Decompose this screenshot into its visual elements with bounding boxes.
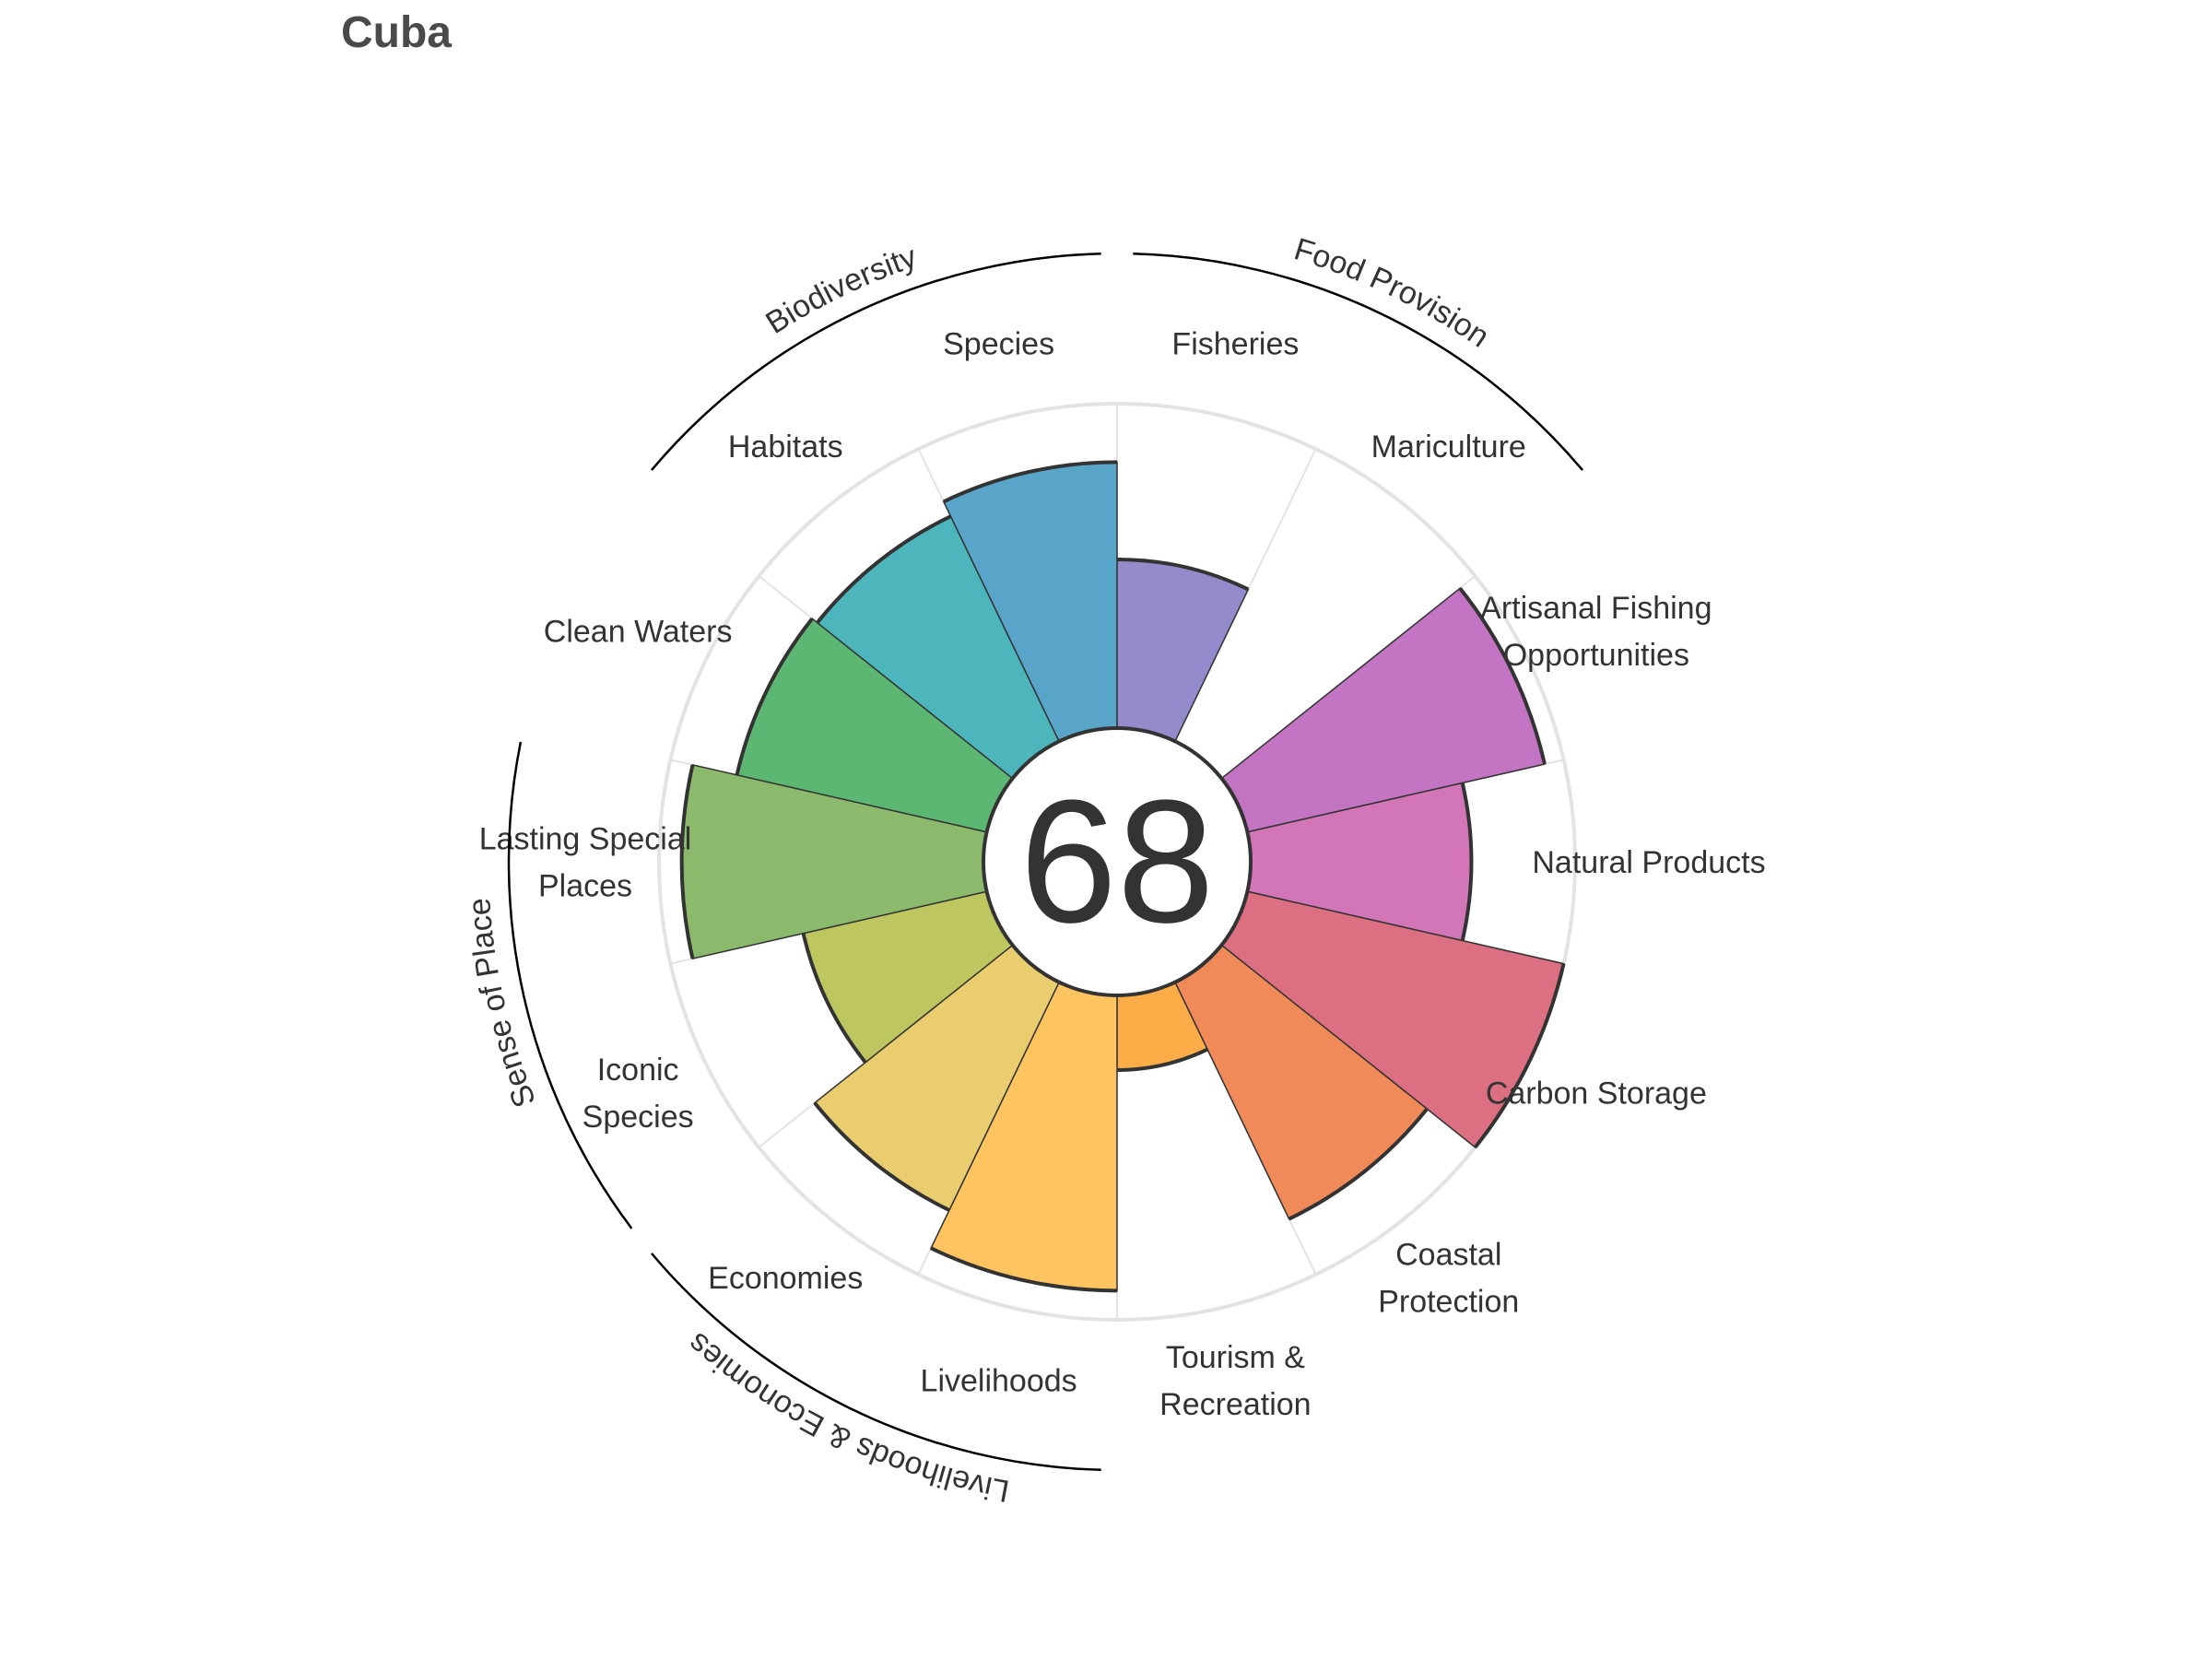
goal-label-tourism-and-recreation: Tourism & Recreation <box>1159 1340 1311 1422</box>
center-score: 68 <box>1019 764 1214 959</box>
group-label-sense: Sense of Place <box>462 897 543 1112</box>
goal-label-fisheries: Fisheries <box>1171 326 1299 361</box>
goal-label-livelihoods: Livelihoods <box>921 1364 1077 1399</box>
group-arc-bio <box>650 252 1101 471</box>
outline-layer <box>679 460 1566 1293</box>
center-circle <box>982 726 1253 997</box>
petal-outline-livelihoods <box>930 1246 1118 1293</box>
group-label-bio: Biodiversity <box>759 239 921 340</box>
goal-label-species: Species <box>943 326 1054 361</box>
label-layer: Fisheries Mariculture Artisanal Fishing Opp… <box>479 326 1766 1422</box>
goal-label-mariculture: Mariculture <box>1371 429 1526 465</box>
group-arc-food <box>1133 252 1584 471</box>
petal-outline-habitats <box>816 514 952 624</box>
petal-outline-carbon-storage <box>1474 963 1566 1149</box>
chart-title: Cuba <box>341 8 452 57</box>
goal-label-lasting-special-places: Lasting Special Places <box>479 822 692 904</box>
group-arc-liveco <box>650 1253 1101 1472</box>
goal-label-iconic-species: Iconic Species <box>582 1053 694 1135</box>
petal-outline-clean-waters <box>735 617 814 776</box>
petal-outline-fisheries <box>1116 557 1250 592</box>
center-layer: 68 <box>982 726 1253 997</box>
petal-outline-coastal-protection <box>1288 1107 1429 1221</box>
goal-label-artisanal-fishing-opportunities: Artisanal Fishing Opportunities <box>1480 591 1712 673</box>
group-label-food: Food Provision <box>1290 231 1496 354</box>
goal-label-habitats: Habitats <box>728 429 843 465</box>
goal-label-economies: Economies <box>708 1261 863 1296</box>
petal-outline-economies <box>813 1101 950 1212</box>
goal-label-carbon-storage: Carbon Storage <box>1486 1076 1707 1111</box>
group-label-liveco: Livelihoods & Economies <box>681 1325 1012 1508</box>
petal-outline-species <box>942 460 1118 504</box>
goal-label-clean-waters: Clean Waters <box>544 615 733 650</box>
petal-outline-lasting-special-places <box>679 764 695 959</box>
group-arc-sense <box>507 741 633 1230</box>
petal-outline-natural-products <box>1460 782 1474 941</box>
petal-outline-iconic-species <box>801 933 867 1064</box>
petal-fisheries <box>1116 559 1250 743</box>
petal-outline-artisanal-fishing-opportunities <box>1458 587 1547 765</box>
goal-label-natural-products: Natural Products <box>1532 845 1765 880</box>
petal-outline-tourism-and-recreation <box>1116 1047 1208 1072</box>
goal-label-coastal-protection: Coastal Protection <box>1378 1238 1519 1320</box>
